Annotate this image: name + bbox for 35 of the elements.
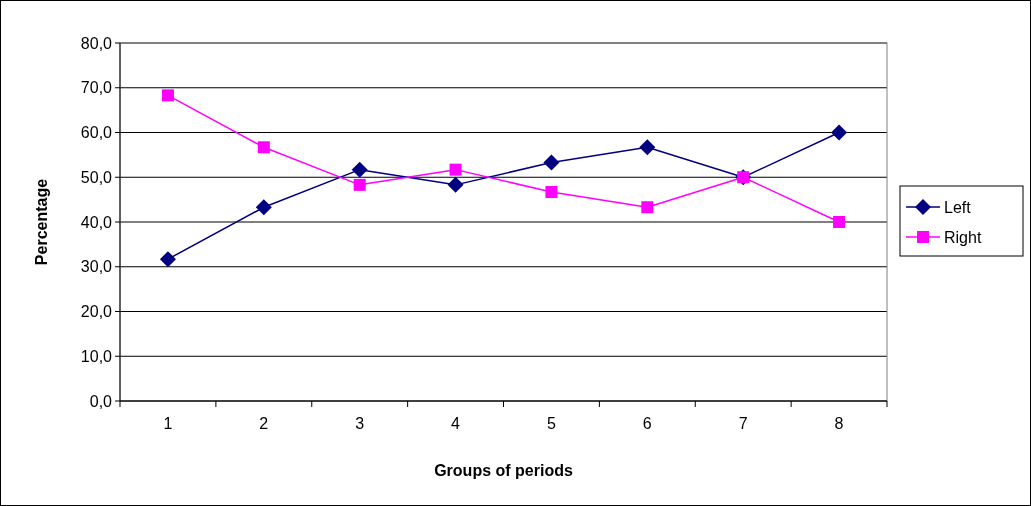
y-tick-label: 10,0 [80, 347, 113, 365]
legend-label: Left [944, 198, 972, 216]
y-axis-title: Percentage [33, 178, 50, 266]
point [351, 161, 368, 178]
y-tick-label: 70,0 [80, 79, 113, 97]
y-tick-label: 30,0 [80, 258, 113, 276]
y-tick-label: 0,0 [89, 392, 113, 410]
x-tick-label: 3 [355, 415, 365, 432]
point [449, 163, 462, 176]
x-tick-label: 5 [546, 415, 556, 432]
point [159, 251, 176, 268]
y-tick-label: 50,0 [80, 168, 113, 186]
y-tick-label: 40,0 [80, 213, 113, 231]
y-tick-label: 60,0 [80, 124, 113, 142]
x-tick-label: 7 [738, 415, 748, 432]
x-tick-label: 8 [834, 415, 844, 432]
point [161, 89, 174, 102]
point [833, 216, 846, 228]
x-axis-title: Groups of periods [434, 462, 573, 479]
legend-label: Right [944, 228, 982, 246]
x-tick-label: 2 [259, 415, 269, 432]
point [641, 201, 654, 214]
point [831, 124, 848, 141]
point [353, 178, 366, 191]
point [543, 154, 560, 171]
y-tick-label: 20,0 [80, 303, 113, 321]
x-tick-label: 4 [451, 415, 461, 432]
point [257, 141, 270, 154]
x-tick-label: 6 [642, 415, 652, 432]
x-tick-label: 1 [163, 415, 173, 432]
point [639, 139, 656, 156]
point [255, 199, 272, 216]
y-tick-label: 80,0 [80, 34, 113, 52]
point [447, 176, 464, 193]
point [545, 186, 558, 199]
